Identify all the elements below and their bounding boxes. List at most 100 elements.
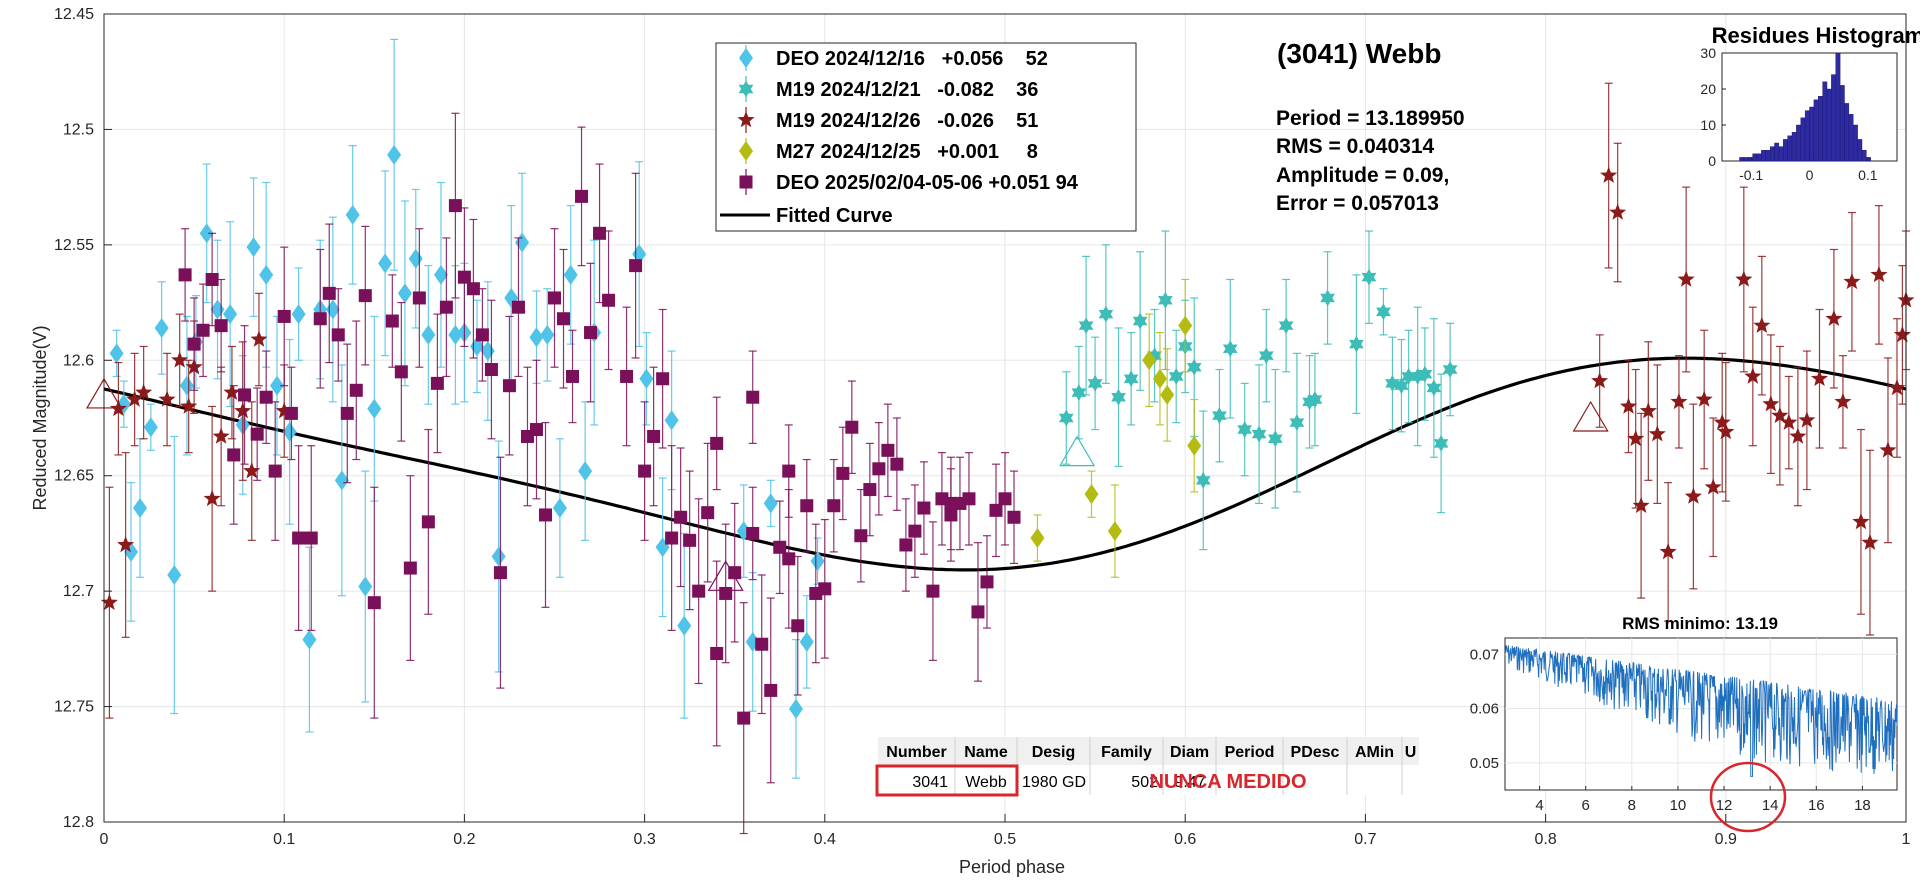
legend-entry: DEO 2024/12/16 +0.056 52 <box>776 48 1048 70</box>
data-point <box>1278 317 1294 335</box>
histogram-x-tick-label: 0.1 <box>1858 167 1878 183</box>
data-point <box>755 637 769 651</box>
data-point <box>1632 496 1650 513</box>
y-tick-label: 12.45 <box>54 6 94 23</box>
data-point <box>135 383 153 400</box>
histogram-bar <box>1774 142 1780 162</box>
data-point <box>223 383 241 400</box>
data-point <box>710 436 724 450</box>
table-header-cell: AMin <box>1355 744 1394 761</box>
data-point <box>763 493 778 514</box>
data-point <box>1158 291 1173 309</box>
data-point <box>1888 379 1906 396</box>
table-header-cell: Number <box>886 744 946 761</box>
data-point <box>836 466 850 480</box>
data-point <box>1349 335 1364 353</box>
histogram-bar <box>1857 139 1863 162</box>
data-point <box>1222 340 1238 358</box>
data-point <box>433 264 448 285</box>
data-point <box>1160 384 1175 405</box>
x-tick-label: 0.9 <box>1715 831 1737 848</box>
x-tick-label: 0.8 <box>1534 831 1556 848</box>
data-point <box>178 268 192 282</box>
data-point <box>408 248 423 269</box>
data-point <box>728 566 742 580</box>
periodogram-axes: 4 6 8 10 12 14 16 18 0.05 0.06 0.07 <box>1470 646 1871 814</box>
data-point <box>1704 478 1722 495</box>
data-point <box>529 423 543 437</box>
data-point <box>665 531 679 545</box>
data-point <box>378 253 393 274</box>
data-point <box>238 388 252 402</box>
data-point <box>358 289 372 303</box>
data-point <box>1684 487 1702 504</box>
object-title: (3041) Webb <box>1277 38 1441 69</box>
series-m27 <box>1030 278 1202 578</box>
data-point <box>557 312 571 326</box>
minimum-highlight-circle <box>1709 761 1787 833</box>
legend-box <box>715 42 1137 232</box>
data-point <box>1852 512 1870 530</box>
data-point <box>1071 384 1087 402</box>
table-header-cell: Period <box>1225 744 1275 761</box>
data-point <box>1648 425 1666 442</box>
data-point <box>234 402 252 419</box>
periodogram-x-tick-label: 4 <box>1535 797 1543 814</box>
data-point <box>269 375 284 396</box>
data-point <box>1307 391 1323 408</box>
highlight-box <box>875 764 1019 797</box>
periodogram-y-tick-label: 0.05 <box>1470 755 1499 772</box>
stat-error: Error = 0.057013 <box>1276 192 1439 215</box>
data-point <box>154 317 169 338</box>
data-point <box>143 417 158 438</box>
data-point <box>484 363 498 377</box>
data-point <box>196 323 210 337</box>
data-point <box>1410 367 1425 385</box>
data-point <box>387 144 402 165</box>
data-point <box>593 226 607 240</box>
data-point <box>1591 372 1609 389</box>
periodogram-x-tick-label: 18 <box>1854 797 1871 814</box>
data-point <box>1320 289 1335 307</box>
periodogram-inset: 4 6 8 10 12 14 16 18 0.05 0.06 0.07 RMS minimo: 13… <box>1470 614 1898 833</box>
periodogram-x-tick-label: 10 <box>1670 797 1687 814</box>
data-point <box>944 496 958 510</box>
data-point <box>284 406 298 420</box>
data-point <box>223 304 238 325</box>
data-point <box>638 464 652 478</box>
data-point <box>1098 305 1114 323</box>
table-header-cell: Family <box>1101 744 1152 761</box>
data-point <box>1639 402 1657 419</box>
legend-items: DEO 2024/12/16 +0.056 52 M19 2024/12/21 -… <box>737 45 1079 195</box>
data-point <box>403 561 417 575</box>
data-point <box>926 584 940 598</box>
data-point <box>158 390 176 407</box>
table-row-cell: 502 <box>1131 774 1158 791</box>
data-point <box>818 582 832 596</box>
histogram-y-tick-label: 10 <box>1700 117 1716 133</box>
series-deo1 <box>109 38 825 779</box>
data-point <box>1376 303 1391 321</box>
data-point <box>791 619 805 633</box>
data-point <box>322 286 336 300</box>
histogram-axes: -0.1 0 0.1 0 10 20 30 <box>1700 45 1877 183</box>
data-point <box>246 237 261 258</box>
data-point <box>1186 358 1202 376</box>
histogram-bar <box>1844 103 1850 162</box>
data-point <box>179 375 194 396</box>
series-deo2 <box>178 112 1021 835</box>
data-point <box>250 330 268 347</box>
data-point <box>100 593 118 610</box>
data-point <box>203 489 221 507</box>
periodogram-y-tick-label: 0.06 <box>1470 701 1499 718</box>
histogram-bar <box>1835 52 1841 162</box>
data-point <box>1893 325 1911 343</box>
periodogram-x-tick-label: 14 <box>1762 797 1779 814</box>
data-point <box>1267 430 1283 448</box>
data-point <box>1798 411 1816 428</box>
legend-marker <box>739 175 753 189</box>
data-point <box>385 314 399 328</box>
data-point <box>466 282 480 296</box>
data-point <box>340 406 354 420</box>
data-point <box>199 223 214 244</box>
